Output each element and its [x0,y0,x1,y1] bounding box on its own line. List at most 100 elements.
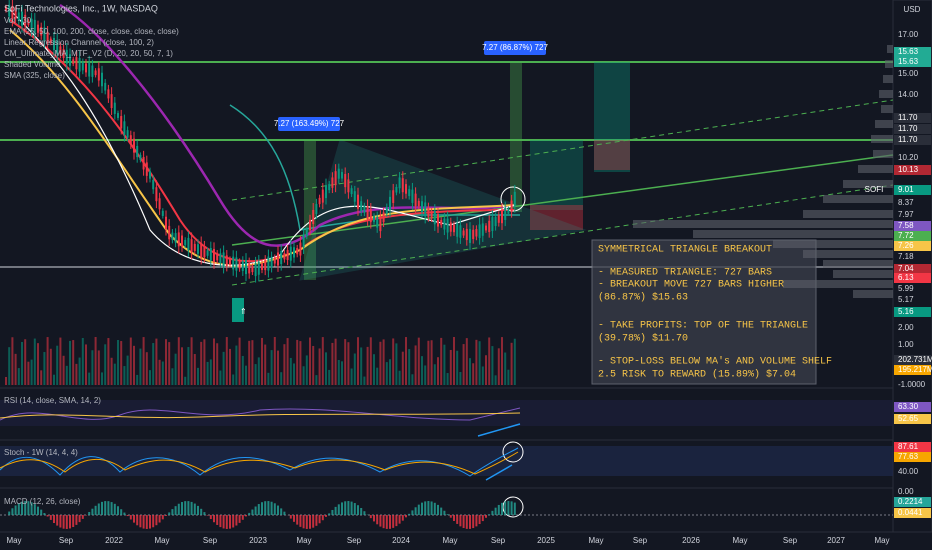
macd-bar [117,506,119,515]
macd-bar [69,515,71,529]
indicator-label: CM_Ultimate_MA_MTF_V2 (D, 20, 20, 50, 7,… [4,49,173,58]
macd-bar [421,502,423,515]
candle-body [72,59,75,64]
price-tag [894,307,931,317]
candle-body [430,211,433,219]
macd-bar [350,501,353,515]
candle-body [97,68,100,81]
candle-body [94,70,97,76]
candle-body [200,243,203,258]
macd-bar [30,502,33,515]
candle-body [449,222,452,232]
volume-bar [69,340,71,385]
volume-bar [17,368,20,385]
candle-body [248,262,251,274]
candle-body [289,246,292,261]
volume-bar [501,337,503,385]
volume-bar [411,374,414,385]
price-label: 7.72 [898,231,914,240]
macd-bar [475,515,478,527]
macd-bar [411,510,414,515]
macd-bar [277,505,279,515]
annotation-line: - STOP-LOSS BELOW MA's AND VOLUME SHELF [598,356,832,368]
volume-bar [200,341,203,385]
symbol-tag: SOFI [865,185,884,194]
macd-bar [248,512,251,515]
candle-body [113,102,116,114]
candle-body [193,243,196,251]
price-label: 52.65 [898,414,919,423]
candle-body [491,217,494,232]
macd-bar [369,515,372,519]
macd-bar [357,505,359,515]
volume-bar [385,362,388,385]
candle-body [107,89,110,99]
candle-body [395,186,398,193]
volume-bar [309,337,311,385]
macd-bar [187,501,190,515]
macd-bar [142,515,145,529]
price-label: 0.2214 [898,497,923,506]
candle-body [270,256,273,268]
candle-body [273,257,276,264]
volume-bar [257,357,260,385]
macd-bar [414,507,417,515]
volume-bar [513,338,516,385]
measure-label: 7.27 (163.49%) 727 [274,119,345,128]
volume-bar [158,359,161,385]
candle-body [321,189,324,203]
volume-bar [225,337,228,385]
candle-body [334,171,337,186]
volume-bar [369,337,372,385]
candle-body [184,239,187,246]
candle-body [69,54,71,66]
candle-body [43,27,46,42]
candle-body [206,250,209,256]
annotation-line: - MEASURED TRIANGLE: 727 BARS [598,268,772,279]
macd-bar [11,508,14,515]
price-tag [894,442,931,452]
macd-bar [193,503,196,515]
volume-bar [453,337,455,385]
candle-body [46,31,49,44]
volume-bar [510,342,513,385]
candle-body [120,116,123,129]
volume-bar [209,359,212,385]
time-label: 2026 [682,536,700,545]
macd-bar [88,511,91,515]
volume-bar [155,338,158,385]
candle-body [168,225,171,240]
volume-bar [104,344,107,385]
volume-bar [171,368,174,385]
macd-bar [145,515,148,529]
time-label: May [6,536,21,545]
volume-bar [382,339,385,385]
pane-label: MACD (12, 26, close) [4,497,81,506]
volume-bar [5,377,7,385]
macd-bar [280,508,283,515]
candle-body [78,57,81,72]
candle-body [424,202,427,217]
volume-bar [261,337,263,385]
chart-title: SoFi Technologies, Inc., 1W, NASDAQ [4,3,158,13]
time-label: Sep [203,536,218,545]
macd-bar [385,515,388,529]
macd-bar [171,509,174,515]
macd-bar [126,515,129,517]
candle-body [481,223,484,236]
volume-profile [873,150,893,158]
time-label: 2024 [392,536,410,545]
candle-body [152,179,155,190]
volume-bar [59,337,62,385]
volume-bar [110,357,113,385]
price-label: 15.00 [898,69,919,78]
volume-bar [229,348,231,385]
candle-body [453,224,455,233]
candle-body [14,10,17,19]
macd-bar [177,503,180,515]
macd-bar [213,515,215,523]
candle-body [8,4,11,17]
time-label: Sep [491,536,506,545]
volume-bar [456,350,459,385]
annotation-line: (39.78%) $11.70 [598,333,688,345]
